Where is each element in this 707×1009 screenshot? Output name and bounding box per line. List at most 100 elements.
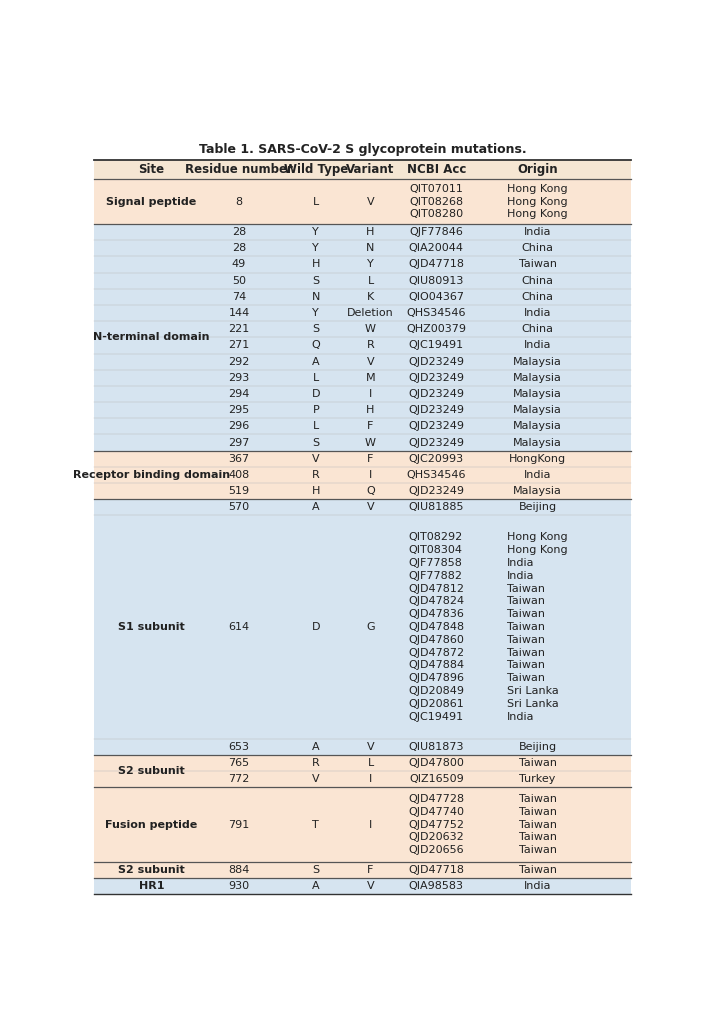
Text: 367: 367: [228, 454, 250, 464]
Text: NCBI Acc: NCBI Acc: [407, 163, 466, 177]
Text: 271: 271: [228, 340, 250, 350]
Text: 28: 28: [232, 243, 246, 253]
Bar: [94, 402, 631, 419]
Text: F: F: [368, 422, 374, 432]
Text: QIO04367: QIO04367: [409, 292, 464, 302]
Bar: [94, 224, 631, 240]
Text: Q: Q: [366, 486, 375, 496]
Text: 28: 28: [232, 227, 246, 237]
Text: A: A: [312, 742, 320, 752]
Text: HR1: HR1: [139, 881, 164, 891]
Text: QIT08292
QIT08304
QJF77858
QJF77882
QJD47812
QJD47824
QJD47836
QJD47848
QJD47860: QIT08292 QIT08304 QJF77858 QJF77882 QJD4…: [408, 533, 464, 721]
Text: Y: Y: [367, 259, 374, 269]
Text: Malaysia: Malaysia: [513, 486, 562, 496]
Text: QIU80913: QIU80913: [409, 275, 464, 286]
Text: QJD23249: QJD23249: [409, 389, 464, 399]
Text: R: R: [367, 340, 375, 350]
Text: QJD47718: QJD47718: [409, 259, 464, 269]
Text: 144: 144: [228, 308, 250, 318]
Text: D: D: [312, 389, 320, 399]
Text: V: V: [367, 742, 375, 752]
Text: 8: 8: [235, 197, 243, 207]
Text: 653: 653: [228, 742, 250, 752]
Text: Malaysia: Malaysia: [513, 356, 562, 366]
Text: Turkey: Turkey: [520, 774, 556, 784]
Text: K: K: [367, 292, 374, 302]
Bar: [94, 369, 631, 385]
Text: Malaysia: Malaysia: [513, 422, 562, 432]
Text: T: T: [312, 819, 319, 829]
Text: I: I: [369, 819, 372, 829]
Bar: [94, 771, 631, 787]
Text: Wild Type: Wild Type: [284, 163, 348, 177]
Text: 294: 294: [228, 389, 250, 399]
Text: Table 1. SARS-CoV-2 S glycoprotein mutations.: Table 1. SARS-CoV-2 S glycoprotein mutat…: [199, 143, 526, 155]
Text: QJC20993: QJC20993: [409, 454, 464, 464]
Text: Beijing: Beijing: [519, 742, 556, 752]
Text: Y: Y: [312, 243, 319, 253]
Text: Site: Site: [139, 163, 165, 177]
Text: QJD23249: QJD23249: [409, 406, 464, 415]
Text: V: V: [312, 774, 320, 784]
Text: L: L: [368, 758, 374, 768]
Text: Malaysia: Malaysia: [513, 406, 562, 415]
Bar: [94, 499, 631, 516]
Text: China: China: [522, 292, 554, 302]
Bar: [94, 305, 631, 321]
Bar: [94, 272, 631, 289]
Text: Hong Kong
Hong Kong
India
India
Taiwan
Taiwan
Taiwan
Taiwan
Taiwan
Taiwan
Taiwan: Hong Kong Hong Kong India India Taiwan T…: [508, 533, 568, 721]
Bar: [94, 435, 631, 451]
Text: QJD23249: QJD23249: [409, 356, 464, 366]
Bar: [94, 337, 631, 353]
Text: QJD23249: QJD23249: [409, 372, 464, 382]
Text: 221: 221: [228, 324, 250, 334]
Text: 765: 765: [228, 758, 250, 768]
Text: I: I: [369, 470, 372, 480]
Text: W: W: [365, 324, 376, 334]
Text: 519: 519: [228, 486, 250, 496]
Bar: [94, 862, 631, 878]
Text: India: India: [524, 881, 551, 891]
Text: S2 subunit: S2 subunit: [118, 766, 185, 776]
Text: L: L: [368, 275, 374, 286]
Text: H: H: [366, 227, 375, 237]
Text: 74: 74: [232, 292, 246, 302]
Bar: [94, 240, 631, 256]
Text: L: L: [312, 197, 319, 207]
Text: QJD23249: QJD23249: [409, 486, 464, 496]
Bar: [94, 787, 631, 862]
Bar: [94, 321, 631, 337]
Text: P: P: [312, 406, 319, 415]
Text: L: L: [312, 372, 319, 382]
Text: Malaysia: Malaysia: [513, 438, 562, 448]
Text: H: H: [366, 406, 375, 415]
Text: Malaysia: Malaysia: [513, 372, 562, 382]
Text: Taiwan
Taiwan
Taiwan
Taiwan
Taiwan: Taiwan Taiwan Taiwan Taiwan Taiwan: [519, 794, 556, 855]
Text: 297: 297: [228, 438, 250, 448]
Text: Deletion: Deletion: [347, 308, 394, 318]
Text: Malaysia: Malaysia: [513, 389, 562, 399]
Text: Y: Y: [312, 227, 319, 237]
Text: 292: 292: [228, 356, 250, 366]
Text: Q: Q: [311, 340, 320, 350]
Text: M: M: [366, 372, 375, 382]
Bar: [94, 467, 631, 483]
Text: G: G: [366, 623, 375, 632]
Bar: [94, 180, 631, 224]
Text: F: F: [368, 865, 374, 875]
Text: A: A: [312, 881, 320, 891]
Text: S1 subunit: S1 subunit: [118, 623, 185, 632]
Text: India: India: [524, 227, 551, 237]
Text: QHS34546: QHS34546: [407, 470, 466, 480]
Text: N: N: [312, 292, 320, 302]
Text: Signal peptide: Signal peptide: [106, 197, 197, 207]
Text: QIU81885: QIU81885: [409, 502, 464, 513]
Text: V: V: [367, 197, 375, 207]
Text: 772: 772: [228, 774, 250, 784]
Text: Y: Y: [312, 308, 319, 318]
Text: H: H: [312, 486, 320, 496]
Text: HongKong: HongKong: [509, 454, 566, 464]
Bar: [94, 385, 631, 402]
Text: QIA20044: QIA20044: [409, 243, 464, 253]
Bar: [94, 755, 631, 771]
